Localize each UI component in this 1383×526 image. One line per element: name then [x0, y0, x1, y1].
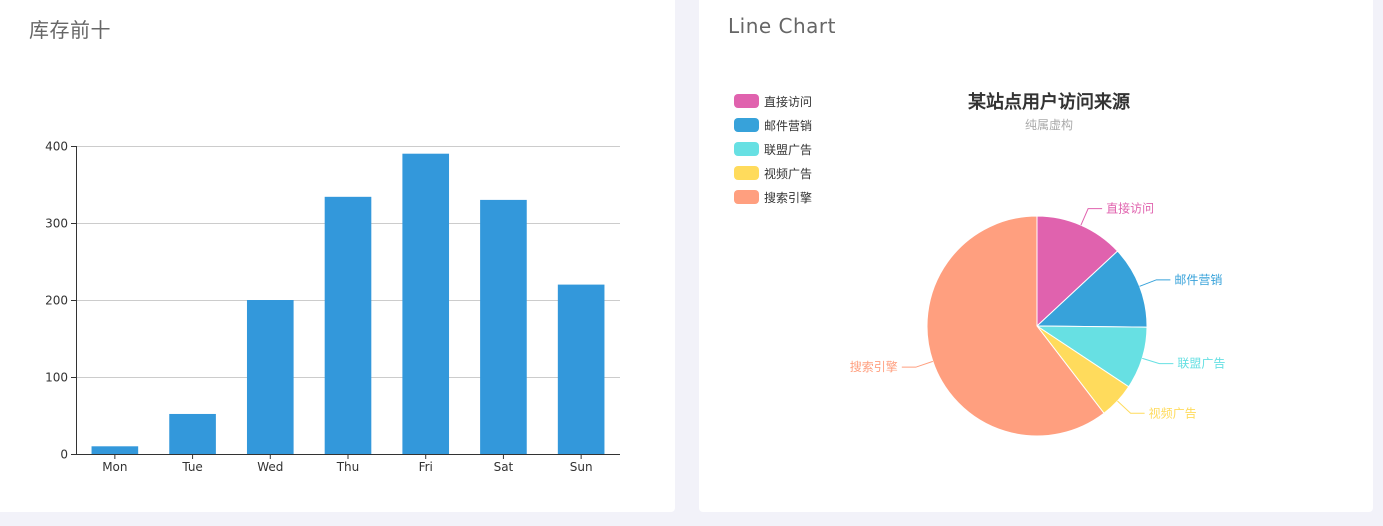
legend-swatch-icon: [734, 166, 759, 180]
slice-label: 视频广告: [1149, 405, 1197, 420]
legend-item[interactable]: 联盟广告: [734, 137, 812, 161]
x-tick-label: Fri: [419, 460, 433, 474]
legend-swatch-icon: [734, 190, 759, 204]
legend-item[interactable]: 邮件营销: [734, 113, 812, 137]
pie-subtitle: 纯属虚构: [1024, 118, 1073, 132]
x-tick-label: Mon: [102, 460, 127, 474]
x-tick-label: Wed: [257, 460, 283, 474]
slice-label: 邮件营销: [1174, 273, 1222, 287]
x-tick-label: Sat: [494, 460, 514, 474]
pie-slice[interactable]: [926, 215, 1105, 437]
card-title: 库存前十: [29, 18, 111, 42]
y-tick-label: 100: [45, 371, 68, 385]
legend-label: 邮件营销: [764, 118, 813, 133]
legend-label: 视频广告: [764, 166, 813, 181]
legend-swatch-icon: [734, 118, 759, 132]
label-line: [1117, 400, 1145, 414]
y-tick-label: 200: [45, 294, 68, 308]
bar-wed[interactable]: [246, 300, 294, 454]
x-tick-label: Sun: [570, 460, 593, 474]
label-line: [901, 360, 934, 368]
pie-slice[interactable]: [1035, 250, 1148, 328]
bar-fri[interactable]: [402, 153, 450, 454]
slice-label: 搜索引擎: [850, 359, 898, 374]
legend-label: 直接访问: [764, 94, 813, 109]
y-tick-label: 400: [45, 140, 68, 154]
bar-chart: 0 100 200 300 400 Mon Tue Wed Thu Fri Sat Sun: [45, 140, 620, 474]
card-title: Line Chart: [728, 14, 836, 38]
bar-mon[interactable]: [91, 446, 139, 454]
pie-title: 某站点用户访问来源: [968, 92, 1130, 113]
label-line: [1080, 208, 1103, 226]
label-line: [1139, 279, 1171, 287]
pie-slice[interactable]: [1036, 215, 1119, 328]
x-tick-label: Tue: [181, 460, 203, 474]
legend-item[interactable]: 直接访问: [734, 89, 812, 113]
label-line: [1142, 357, 1174, 365]
legend-swatch-icon: [734, 142, 759, 156]
legend-item[interactable]: 视频广告: [734, 161, 812, 185]
legend-item[interactable]: 搜索引擎: [734, 185, 812, 209]
legend-label: 联盟广告: [764, 142, 813, 157]
slice-label: 联盟广告: [1177, 357, 1225, 371]
legend-label: 搜索引擎: [764, 190, 813, 205]
y-tick-label: 300: [45, 217, 68, 231]
legend-swatch-icon: [734, 94, 759, 108]
pie-legend: 直接访问邮件营销联盟广告视频广告搜索引擎: [734, 89, 812, 209]
y-tick-label: 0: [60, 448, 68, 462]
bar-thu[interactable]: [324, 196, 372, 454]
bar-sat[interactable]: [480, 199, 527, 454]
slice-label: 直接访问: [1106, 201, 1154, 216]
bar-tue[interactable]: [169, 413, 216, 454]
inventory-card: 库存前十 0 100 200 300 400 Mon Tue Wed Thu Fri Sat Sun: [0, 0, 675, 512]
bar-sun[interactable]: [557, 284, 605, 454]
line-chart-card: Line Chart 直接访问 邮件营销 联盟广告 视频广告 搜索引擎 某站点用户访问来…: [699, 0, 1373, 512]
x-tick-label: Thu: [336, 460, 360, 474]
